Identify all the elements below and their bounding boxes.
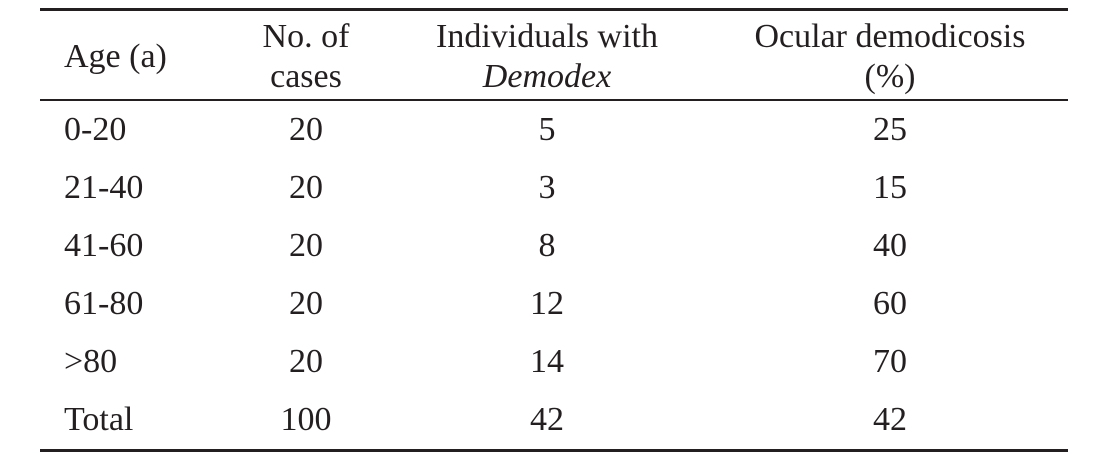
cell-individuals: 42	[530, 401, 564, 438]
cell-ocular-percent: 60	[873, 285, 907, 322]
cell-cases: 20	[289, 343, 323, 380]
cell-individuals: 12	[530, 285, 564, 322]
table-row-total: Total 100 42 42	[40, 391, 1068, 451]
data-table-container: Age (a) No. of cases Individuals with De…	[40, 8, 1068, 452]
cell-age: 61-80	[64, 285, 144, 322]
header-row: Age (a) No. of cases Individuals with De…	[40, 9, 1068, 101]
table-row: 41-60 20 8 40	[40, 217, 1068, 275]
header-cases-line1: No. of	[262, 18, 350, 55]
table-body: 0-20 20 5 25 21-40 20 3 15 41-60 20 8 40…	[40, 100, 1068, 451]
table-row: 21-40 20 3 15	[40, 159, 1068, 217]
header-ocular: Ocular demodicosis (%)	[712, 10, 1068, 101]
cell-individuals: 3	[538, 169, 556, 206]
cell-cases: 20	[289, 227, 323, 264]
cell-ocular-percent: 70	[873, 343, 907, 380]
cell-cases: 20	[289, 169, 323, 206]
cell-individuals: 14	[530, 343, 564, 380]
header-age-text: Age (a)	[64, 38, 167, 75]
cell-age: 41-60	[64, 227, 144, 264]
cell-age: >80	[64, 343, 118, 380]
cell-ocular-percent: 42	[873, 401, 907, 438]
header-ocular-line1: Ocular demodicosis	[754, 18, 1026, 55]
cell-ocular-percent: 25	[873, 111, 907, 148]
cell-age: 0-20	[64, 111, 127, 148]
table-row: >80 20 14 70	[40, 333, 1068, 391]
table-header: Age (a) No. of cases Individuals with De…	[40, 9, 1068, 101]
cell-age: 21-40	[64, 169, 144, 206]
demodex-age-table: Age (a) No. of cases Individuals with De…	[40, 8, 1068, 452]
cell-cases: 100	[280, 401, 332, 438]
cell-individuals: 5	[538, 111, 556, 148]
table-row: 61-80 20 12 60	[40, 275, 1068, 333]
table-row: 0-20 20 5 25	[40, 100, 1068, 159]
header-age: Age (a)	[40, 10, 230, 101]
cell-age: Total	[64, 401, 134, 438]
header-cases: No. of cases	[230, 10, 382, 101]
cell-ocular-percent: 40	[873, 227, 907, 264]
cell-individuals: 8	[538, 227, 556, 264]
cell-ocular-percent: 15	[873, 169, 907, 206]
cell-cases: 20	[289, 111, 323, 148]
cell-cases: 20	[289, 285, 323, 322]
header-cases-line2: cases	[270, 58, 342, 95]
header-individuals-line1: Individuals with	[436, 18, 658, 55]
header-individuals-line2: Demodex	[482, 58, 612, 95]
header-individuals: Individuals with Demodex	[382, 10, 712, 101]
header-ocular-line2: (%)	[864, 58, 916, 95]
